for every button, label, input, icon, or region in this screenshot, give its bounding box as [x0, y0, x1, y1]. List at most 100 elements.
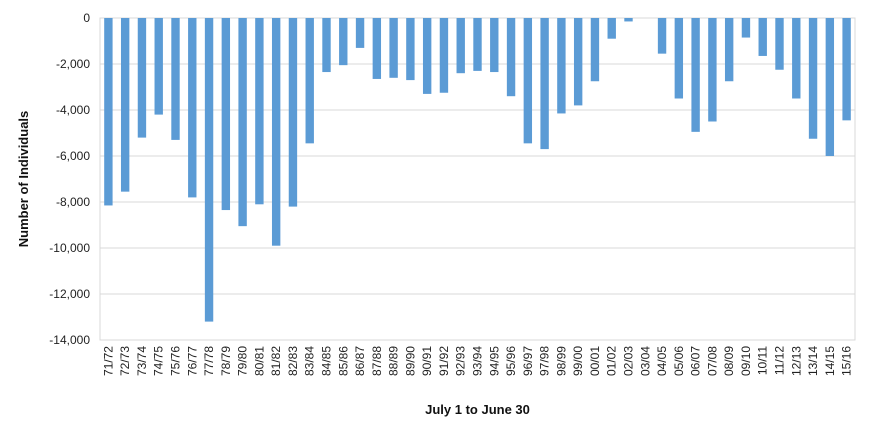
y-tick-label: -2,000	[56, 57, 90, 71]
x-tick-label: 97/98	[538, 346, 552, 376]
x-tick-label: 84/85	[320, 346, 334, 376]
y-tick-label: 0	[83, 11, 90, 25]
bar-06-07	[691, 18, 700, 132]
x-tick-label: 06/07	[689, 346, 703, 376]
bar-71-72	[104, 18, 113, 206]
x-tick-label: 02/03	[622, 346, 636, 376]
x-tick-label: 71/72	[101, 346, 115, 376]
bar-81-82	[271, 18, 281, 246]
x-tick-label: 01/02	[605, 346, 619, 376]
bar-09-10	[741, 18, 751, 38]
bar-04-05	[657, 18, 667, 54]
bar-94-95	[490, 18, 499, 73]
bar-89-90	[406, 18, 415, 81]
y-tick-label: -6,000	[56, 149, 90, 163]
x-tick-label: 15/16	[840, 346, 854, 376]
x-tick-label: 86/87	[353, 346, 367, 376]
x-axis-title: July 1 to June 30	[425, 402, 530, 417]
bar-77-78	[204, 18, 214, 322]
x-tick-label: 81/82	[269, 346, 283, 376]
bars	[104, 18, 851, 322]
bar-79-80	[238, 18, 247, 227]
bar-74-75	[154, 18, 163, 115]
bar-91-92	[439, 18, 449, 93]
bar-95-96	[506, 18, 516, 97]
x-tick-label: 11/12	[773, 346, 787, 375]
x-tick-label: 00/01	[588, 346, 602, 376]
y-axis-title: Number of Individuals	[16, 111, 31, 248]
x-tick-label: 95/96	[504, 346, 518, 376]
x-tick-label: 14/15	[823, 346, 837, 376]
bar-82-83	[288, 18, 298, 207]
bar-88-89	[389, 18, 398, 78]
bar-15-16	[842, 18, 851, 121]
x-tick-label: 09/10	[739, 346, 753, 376]
bar-01-02	[607, 18, 616, 39]
x-tick-label: 82/83	[286, 346, 300, 376]
bar-90-91	[422, 18, 432, 94]
x-tick-label: 72/73	[118, 346, 132, 376]
x-tick-label: 94/95	[487, 346, 501, 376]
bar-73-74	[137, 18, 147, 138]
bar-98-99	[557, 18, 566, 114]
bar-76-77	[188, 18, 197, 198]
x-tick-label: 75/76	[169, 346, 183, 376]
bar-00-01	[590, 18, 600, 82]
bar-02-03	[624, 18, 633, 22]
bar-86-87	[355, 18, 365, 48]
x-tick-label: 13/14	[806, 346, 820, 376]
bar-85-86	[339, 18, 348, 66]
x-tick-label: 85/86	[336, 346, 350, 376]
bar-12-13	[792, 18, 801, 99]
x-tick-label: 04/05	[655, 346, 669, 376]
x-tick-label: 90/91	[420, 346, 434, 376]
x-tick-label: 08/09	[722, 346, 736, 376]
y-tick-label: -4,000	[56, 103, 90, 117]
x-tick-label: 79/80	[236, 346, 250, 376]
y-tick-labels: 0 -2,000 -4,000 -6,000 -8,000 -10,000 -12,000 -…	[49, 11, 90, 347]
bar-72-73	[120, 18, 130, 192]
x-tick-label: 91/92	[437, 346, 451, 376]
y-tick-label: -8,000	[56, 195, 90, 209]
bar-84-85	[322, 18, 331, 73]
bar-14-15	[825, 18, 835, 156]
x-tick-label: 10/11	[756, 346, 770, 375]
bar-10-11	[758, 18, 767, 56]
bar-97-98	[540, 18, 549, 150]
x-tick-labels: 71/72 72/73 73/74 74/75 75/76 76/77 77/78 78/79…	[101, 346, 853, 376]
x-tick-label: 73/74	[135, 346, 149, 376]
bar-83-84	[305, 18, 314, 144]
bar-78-79	[221, 18, 231, 211]
x-tick-label: 87/88	[370, 346, 384, 376]
x-tick-label: 77/78	[202, 346, 216, 376]
x-tick-label: 74/75	[152, 346, 166, 376]
x-tick-label: 88/89	[387, 346, 401, 376]
x-tick-label: 78/79	[219, 346, 233, 376]
bar-05-06	[674, 18, 684, 99]
x-tick-label: 89/90	[403, 346, 417, 376]
x-tick-label: 76/77	[185, 346, 199, 376]
x-tick-label: 80/81	[252, 346, 266, 376]
bar-96-97	[523, 18, 533, 144]
x-tick-label: 07/08	[705, 346, 719, 376]
y-tick-label: -12,000	[49, 287, 90, 301]
x-tick-label: 93/94	[471, 346, 485, 376]
x-tick-label: 05/06	[672, 346, 686, 376]
bar-75-76	[171, 18, 180, 140]
bar-07-08	[708, 18, 717, 122]
y-tick-label: -14,000	[49, 333, 90, 347]
bar-13-14	[808, 18, 818, 139]
x-tick-label: 96/97	[521, 346, 535, 376]
y-tick-label: -10,000	[49, 241, 90, 255]
bar-99-00	[573, 18, 583, 106]
bar-08-09	[724, 18, 734, 82]
bar-87-88	[372, 18, 382, 79]
x-tick-label: 83/84	[303, 346, 317, 376]
bar-92-93	[456, 18, 465, 74]
x-tick-label: 98/99	[554, 346, 568, 376]
x-tick-label: 99/00	[571, 346, 585, 376]
bar-11-12	[775, 18, 784, 70]
x-tick-label: 12/13	[789, 346, 803, 376]
bar-80-81	[255, 18, 264, 205]
